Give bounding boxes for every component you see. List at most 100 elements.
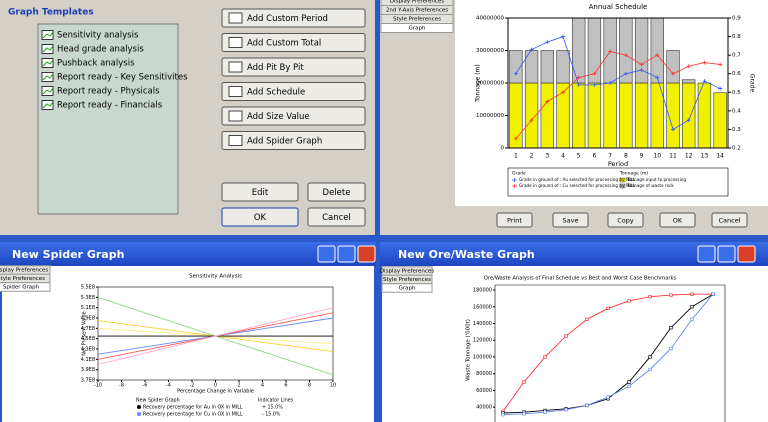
x-tick-label: 2 [237, 383, 240, 389]
x-tick-label: 10 [330, 383, 336, 389]
y-tick-label: 160000 [473, 304, 492, 310]
spider-body [2, 266, 374, 422]
template-list [37, 23, 179, 215]
x-tick-label: 13 [701, 153, 709, 160]
x-tick-label: -10 [94, 383, 102, 389]
legend-swatch [619, 183, 626, 189]
x-tick-label: -8 [119, 383, 124, 389]
indicator-label: + 15.0% [262, 405, 283, 411]
button[interactable] [221, 82, 366, 101]
template-item[interactable]: Pushback analysis [57, 59, 135, 69]
tab-label: Graph [399, 286, 416, 292]
line-marker [543, 355, 547, 359]
legend-swatch [512, 178, 517, 182]
legend-marker [137, 412, 141, 416]
line-marker [702, 60, 707, 65]
y-tick-label: 20000000 [476, 81, 504, 87]
line-marker [513, 71, 518, 76]
line-marker [561, 34, 565, 39]
template-icon-line [42, 87, 54, 95]
template-item[interactable]: Report ready - Financials [57, 101, 163, 111]
legend-label: Recovery percentage for Cu in OX in MILL [143, 412, 243, 418]
y-tick-label: 100000 [473, 354, 492, 360]
button[interactable] [221, 57, 366, 77]
x-tick-label: 6 [284, 383, 287, 389]
button[interactable] [552, 212, 589, 228]
template-item[interactable]: Report ready - Physicals [57, 87, 160, 97]
y2-tick-label: 0.2 [732, 146, 741, 152]
legend-swatch [619, 177, 626, 183]
template-icon [41, 58, 54, 68]
line-marker [648, 295, 652, 299]
button[interactable] [607, 212, 644, 228]
tab[interactable] [380, 23, 454, 33]
x-tick-label: 9 [640, 153, 644, 160]
x-tick-label: 5 [577, 153, 581, 160]
line-marker [564, 334, 568, 338]
button[interactable] [221, 131, 366, 150]
window-button[interactable] [317, 245, 336, 263]
line-marker [623, 71, 628, 76]
y2-tick-label: 0.4 [732, 108, 741, 114]
x-tick-label: 4 [561, 153, 565, 160]
template-icon-line [42, 59, 54, 67]
button[interactable] [711, 212, 748, 228]
template-item[interactable]: Head grade analysis [57, 45, 144, 55]
line-marker [648, 355, 652, 359]
tab[interactable] [381, 283, 433, 293]
button[interactable] [221, 33, 366, 52]
bar [666, 50, 680, 84]
bar [540, 50, 554, 84]
button[interactable] [307, 182, 366, 202]
template-item[interactable]: Report ready - Key Sensitivites [57, 73, 188, 83]
line-marker [606, 306, 610, 311]
x-tick-label: 4 [261, 383, 264, 389]
close-button[interactable] [737, 245, 756, 263]
y2-tick-label: 0.6 [732, 71, 741, 77]
close-button[interactable] [357, 245, 376, 263]
button-icon [228, 12, 243, 24]
button-label: Add Custom Total [247, 39, 321, 49]
legend-label: Tonnage of waste rock [626, 183, 674, 188]
plot-frame [97, 286, 334, 381]
line-marker [669, 293, 673, 297]
button[interactable] [221, 182, 299, 202]
line-marker [718, 62, 723, 67]
tab-label: Style Preferences [393, 17, 441, 23]
y-tick-label: 3.9E8 [81, 367, 95, 373]
button-label: Copy [617, 217, 634, 225]
line-marker [648, 367, 652, 372]
bar [682, 82, 696, 149]
bar [524, 50, 539, 84]
line-marker [606, 395, 610, 399]
y-tick-label: 120000 [473, 338, 492, 344]
legend-header: Tonnage (m) [619, 171, 648, 177]
window-button[interactable] [337, 245, 356, 263]
bar [572, 82, 586, 149]
bar [713, 92, 727, 149]
button[interactable] [221, 8, 366, 28]
line-marker [585, 403, 589, 408]
x-tick-label: -2 [190, 383, 195, 389]
button[interactable] [659, 212, 696, 228]
tab[interactable] [0, 282, 51, 292]
tab-label: Style Preferences [0, 276, 45, 282]
button[interactable] [221, 106, 366, 126]
window-button[interactable] [697, 245, 716, 263]
y2-tick-label: 0.9 [732, 16, 741, 22]
button[interactable] [221, 207, 299, 227]
button[interactable] [307, 207, 366, 227]
line [515, 50, 721, 139]
button[interactable] [496, 212, 533, 228]
x-tick-label: 10 [653, 153, 661, 160]
line-marker [608, 49, 613, 54]
line-marker [543, 410, 547, 414]
bar [556, 50, 570, 84]
x-tick-label: 2 [530, 153, 534, 160]
plot-frame [507, 17, 729, 149]
x-tick-label: 7 [608, 153, 612, 160]
line-marker [702, 79, 707, 84]
window-button[interactable] [717, 245, 736, 263]
y-tick-label: 30000000 [476, 48, 504, 54]
template-item[interactable]: Sensitivity analysis [57, 31, 139, 41]
